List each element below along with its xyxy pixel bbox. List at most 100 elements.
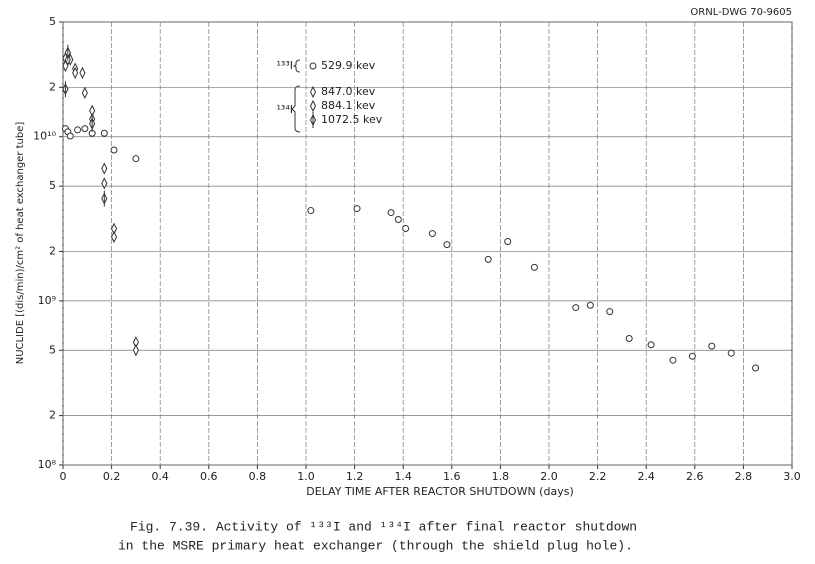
- x-axis-label: DELAY TIME AFTER REACTOR SHUTDOWN (days): [306, 485, 573, 498]
- data-point: [606, 308, 614, 316]
- x-tick-label: 0.8: [249, 470, 267, 483]
- brace: [292, 59, 301, 73]
- marker: [72, 66, 79, 79]
- legend-group-label: ¹³³I: [277, 59, 293, 72]
- x-tick-label: 0.4: [151, 470, 169, 483]
- legend-group-label: ¹³⁴I: [277, 103, 293, 116]
- marker: [132, 344, 139, 357]
- x-tick-label: 0.6: [200, 470, 218, 483]
- marker: [74, 126, 82, 134]
- data-point: [101, 190, 108, 207]
- data-point: [586, 301, 594, 309]
- data-point: [307, 207, 315, 215]
- data-point: [387, 209, 395, 217]
- marker: [81, 125, 89, 133]
- data-point: [62, 59, 69, 73]
- marker: [387, 209, 395, 217]
- marker: [752, 364, 760, 372]
- x-tick-label: 2.4: [637, 470, 655, 483]
- marker: [307, 207, 315, 215]
- y-tick-label: 2: [49, 244, 56, 257]
- marker: [647, 341, 655, 349]
- data-point: [132, 155, 140, 163]
- data-point: [428, 230, 436, 238]
- marker: [309, 85, 317, 99]
- data-point: [309, 112, 317, 128]
- y-tick-label: 2: [49, 80, 56, 93]
- x-tick-label: 1.8: [492, 470, 510, 483]
- marker: [669, 356, 677, 364]
- caption-line: in the MSRE primary heat exchanger (thro…: [118, 538, 633, 553]
- data-point: [66, 132, 74, 140]
- legend: ¹³³I ¹³⁴I: [277, 56, 387, 136]
- brace: [291, 85, 301, 133]
- data-point: [309, 99, 317, 113]
- marker: [443, 241, 451, 249]
- marker: [606, 308, 614, 316]
- x-tick-label: 2.6: [686, 470, 704, 483]
- marker: [484, 255, 492, 263]
- marker: [586, 301, 594, 309]
- x-tick-label: 1.6: [443, 470, 461, 483]
- data-point: [484, 255, 492, 263]
- marker: [353, 205, 361, 213]
- plot-frame: [62, 21, 793, 466]
- x-tick-label: 2.2: [589, 470, 607, 483]
- data-point: [572, 304, 580, 312]
- data-point: [625, 334, 633, 342]
- marker: [625, 334, 633, 342]
- marker: [132, 155, 140, 163]
- y-tick-label: 10⁹: [38, 294, 56, 307]
- data-point: [89, 115, 96, 132]
- x-tick-label: 0: [60, 470, 67, 483]
- data-point: [62, 81, 69, 98]
- marker: [101, 162, 108, 175]
- marker: [110, 146, 118, 154]
- y-tick-label: 2: [49, 409, 56, 422]
- marker: [394, 216, 402, 224]
- data-point: [752, 364, 760, 372]
- y-axis-label: NUCLIDE [(dis/min)/cm² of heat exchanger…: [15, 122, 26, 365]
- marker: [100, 129, 108, 137]
- legend-label: 884.1 kev: [321, 99, 376, 112]
- y-tick-label: 5: [49, 15, 56, 28]
- marker: [504, 237, 512, 245]
- marker: [688, 352, 696, 360]
- data-point: [309, 62, 317, 70]
- data-point: [110, 146, 118, 154]
- data-point: [81, 86, 88, 99]
- x-tick-label: 2.8: [735, 470, 753, 483]
- data-point: [100, 129, 108, 137]
- data-point: [647, 341, 655, 349]
- marker: [66, 132, 74, 140]
- data-point: [132, 344, 139, 357]
- marker: [309, 62, 317, 70]
- legend-label: 529.9 kev: [321, 59, 376, 72]
- data-point: [530, 263, 538, 271]
- caption-line: Fig. 7.39. Activity of ¹³³I and ¹³⁴I aft…: [130, 519, 637, 534]
- marker: [708, 342, 716, 350]
- data-point: [443, 241, 451, 249]
- marker: [428, 230, 436, 238]
- marker: [81, 86, 88, 99]
- drawing-number: ORNL-DWG 70-9605: [690, 7, 792, 18]
- marker: [62, 59, 69, 73]
- x-tick-label: 1.4: [394, 470, 412, 483]
- x-tick-label: 3.0: [783, 470, 801, 483]
- data-point: [309, 85, 317, 99]
- data-point: [688, 352, 696, 360]
- marker: [309, 99, 317, 113]
- marker: [101, 177, 108, 190]
- y-tick-label: 10¹⁰: [33, 130, 56, 143]
- y-tick-label: 5: [49, 179, 56, 192]
- data-point: [504, 237, 512, 245]
- data-point: [402, 224, 410, 232]
- data-point: [79, 66, 86, 79]
- marker: [572, 304, 580, 312]
- data-point: [101, 162, 108, 175]
- data-point: [81, 125, 89, 133]
- y-tick-label: 5: [49, 343, 56, 356]
- data-point: [727, 349, 735, 357]
- data-point: [353, 205, 361, 213]
- data-point: [394, 216, 402, 224]
